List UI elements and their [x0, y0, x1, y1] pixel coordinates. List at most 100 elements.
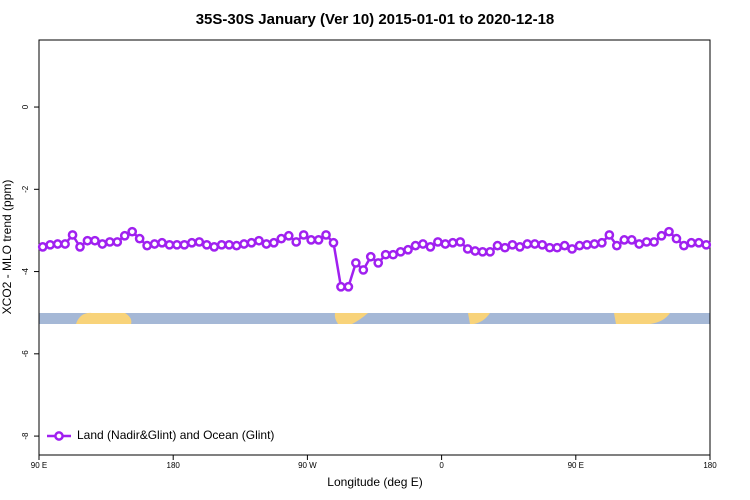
point — [537, 239, 548, 250]
point — [649, 237, 659, 247]
point — [239, 239, 249, 249]
point — [186, 237, 197, 248]
point — [127, 226, 138, 237]
point — [455, 237, 466, 247]
point — [179, 239, 190, 250]
point — [492, 240, 503, 251]
point — [507, 239, 518, 250]
point — [254, 235, 264, 246]
point — [104, 237, 115, 247]
point — [604, 230, 615, 240]
point — [701, 239, 712, 250]
point — [283, 230, 294, 241]
point — [641, 237, 652, 247]
point — [134, 233, 145, 244]
point — [589, 239, 600, 249]
point — [693, 237, 704, 248]
point — [373, 258, 384, 268]
y-tick-label: -4 — [21, 267, 30, 275]
point — [597, 237, 607, 248]
point — [37, 242, 48, 252]
point — [45, 239, 56, 250]
point — [60, 239, 70, 249]
point — [522, 239, 533, 249]
point — [336, 281, 346, 292]
point — [529, 239, 540, 249]
point — [67, 230, 78, 240]
x-tick-label: 180 — [703, 461, 717, 470]
point — [582, 239, 592, 250]
point — [231, 240, 242, 251]
point — [216, 239, 227, 250]
point — [559, 240, 570, 251]
x-tick-label: 90 W — [298, 461, 317, 470]
point — [97, 239, 108, 249]
point — [403, 244, 413, 255]
point — [671, 233, 682, 244]
y-tick-label: -2 — [21, 185, 30, 193]
point — [164, 239, 175, 250]
x-tick-label: 0 — [439, 461, 444, 470]
point — [343, 281, 354, 292]
point — [157, 237, 167, 248]
y-tick-label: 0 — [21, 104, 30, 109]
point — [112, 237, 123, 247]
point — [433, 237, 443, 247]
point — [634, 239, 645, 249]
point — [276, 233, 287, 244]
point — [679, 240, 689, 251]
point — [477, 246, 488, 257]
point — [395, 246, 406, 257]
legend-label: Land (Nadir&Glint) and Ocean (Glint) — [77, 428, 274, 442]
point — [485, 246, 495, 257]
x-tick-label: 90 E — [31, 461, 47, 470]
point — [119, 230, 130, 241]
point — [552, 242, 563, 253]
y-tick-label: -8 — [21, 432, 30, 440]
point — [500, 242, 510, 253]
point — [246, 237, 257, 248]
point — [194, 237, 205, 247]
x-tick-label: 180 — [167, 461, 181, 470]
point — [515, 242, 525, 252]
y-tick-label: -6 — [21, 350, 30, 358]
point — [410, 240, 421, 251]
point — [313, 235, 324, 245]
point — [656, 230, 667, 241]
point — [388, 249, 398, 260]
point — [425, 242, 436, 252]
point — [567, 244, 577, 254]
point — [90, 235, 100, 246]
point — [291, 237, 302, 247]
point — [82, 235, 93, 246]
point — [52, 239, 63, 249]
point — [142, 240, 152, 251]
point — [619, 235, 630, 245]
point — [380, 249, 391, 260]
legend-marker — [54, 431, 64, 441]
point — [440, 239, 451, 249]
point — [626, 235, 637, 245]
point — [574, 240, 585, 251]
point — [172, 239, 182, 250]
plot-frame — [38, 39, 711, 456]
point — [686, 237, 697, 248]
point — [462, 244, 473, 254]
point — [306, 235, 316, 245]
point — [664, 226, 674, 237]
point — [75, 242, 85, 252]
point — [447, 237, 458, 248]
point — [328, 237, 339, 248]
point — [358, 265, 369, 275]
point — [201, 239, 212, 250]
point — [351, 258, 361, 268]
y-axis-label: XCO2 - MLO trend (ppm) — [0, 180, 14, 315]
point — [418, 239, 428, 249]
x-axis-label: Longitude (deg E) — [327, 475, 422, 489]
point — [321, 230, 331, 240]
chart-title: 35S-30S January (Ver 10) 2015-01-01 to 2… — [196, 11, 555, 28]
x-tick-label: 90 E — [568, 461, 584, 470]
point — [149, 239, 160, 249]
point — [209, 242, 220, 252]
